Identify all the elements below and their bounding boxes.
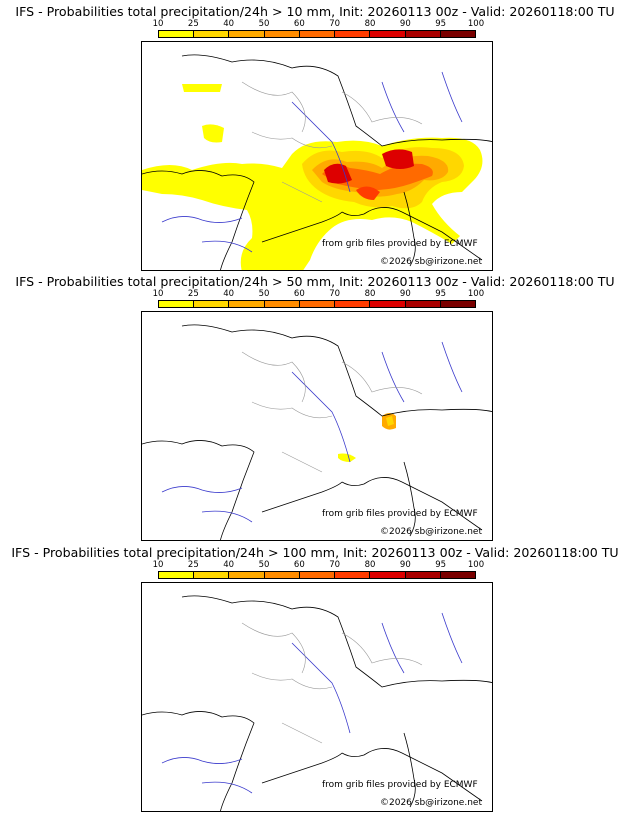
legend-tick-label: 50 [258, 289, 270, 299]
legend-color-swatch [405, 31, 441, 37]
forecast-panel-10mm: IFS - Probabilities total precipitation/… [0, 4, 630, 274]
legend-color-swatch [405, 301, 441, 307]
legend-tick-label: 100 [467, 289, 485, 299]
legend-color-swatch [194, 572, 230, 578]
legend-tick-label: 80 [364, 19, 376, 29]
legend-labels: 10 25 40 50 60 70 80 90 95 100 [153, 560, 485, 570]
legend-tick-label: 40 [223, 289, 235, 299]
legend-color-bar [158, 571, 476, 579]
legend-tick-label: 80 [364, 289, 376, 299]
copyright-notice: ©2026 sb@irizone.net [380, 257, 482, 267]
legend-color-swatch [299, 31, 336, 37]
legend-tick-label: 40 [223, 560, 235, 570]
legend-color-swatch [264, 572, 300, 578]
map-canvas [142, 54, 492, 270]
legend-tick-label: 90 [399, 289, 411, 299]
legend-tick-label: 80 [364, 560, 376, 570]
region-borders [241, 81, 423, 203]
legend-tick-label: 70 [329, 560, 341, 570]
legend-tick-label: 90 [399, 560, 411, 570]
legend-tick-label: 70 [329, 19, 341, 29]
legend-color-swatch [440, 572, 475, 578]
legend-tick-label: 95 [435, 19, 447, 29]
panel-title: IFS - Probabilities total precipitation/… [15, 4, 615, 19]
legend-tick-label: 100 [467, 560, 485, 570]
country-borders [142, 595, 492, 811]
legend-color-swatch [440, 31, 475, 37]
legend-tick-label: 90 [399, 19, 411, 29]
legend-color-swatch [194, 301, 230, 307]
probability-legend: 10 25 40 50 60 70 80 90 95 100 [153, 289, 485, 309]
legend-tick-label: 95 [435, 289, 447, 299]
legend-tick-label: 10 [152, 19, 164, 29]
legend-color-swatch [299, 572, 336, 578]
legend-color-swatch [335, 31, 371, 37]
legend-color-swatch [335, 301, 371, 307]
legend-color-swatch [264, 31, 300, 37]
legend-labels: 10 25 40 50 60 70 80 90 95 100 [153, 289, 485, 299]
probability-legend: 10 25 40 50 60 70 80 90 95 100 [153, 560, 485, 580]
legend-tick-label: 10 [152, 289, 164, 299]
legend-color-swatch [440, 301, 475, 307]
legend-color-swatch [370, 301, 406, 307]
legend-tick-label: 10 [152, 560, 164, 570]
rivers [161, 71, 463, 253]
legend-tick-label: 25 [187, 560, 199, 570]
forecast-panel-100mm: IFS - Probabilities total precipitation/… [0, 545, 630, 815]
copyright-notice: ©2026 sb@irizone.net [380, 527, 482, 537]
legend-labels: 10 25 40 50 60 70 80 90 95 100 [153, 19, 485, 29]
data-source-credit: from grib files provided by ECMWF [322, 509, 478, 519]
map-canvas [142, 324, 492, 540]
legend-tick-label: 95 [435, 560, 447, 570]
legend-color-swatch [159, 301, 195, 307]
legend-color-swatch [194, 31, 230, 37]
probability-fields [142, 84, 483, 270]
legend-color-swatch [229, 572, 265, 578]
country-borders [142, 324, 492, 540]
rivers [161, 341, 463, 523]
copyright-notice: ©2026 sb@irizone.net [380, 798, 482, 808]
legend-color-swatch [229, 301, 265, 307]
legend-tick-label: 25 [187, 19, 199, 29]
legend-tick-label: 60 [293, 560, 305, 570]
data-source-credit: from grib files provided by ECMWF [322, 239, 478, 249]
legend-color-swatch [405, 572, 441, 578]
legend-tick-label: 60 [293, 19, 305, 29]
legend-color-swatch [229, 31, 265, 37]
legend-color-swatch [370, 31, 406, 37]
legend-color-swatch [299, 301, 336, 307]
forecast-panel-50mm: IFS - Probabilities total precipitation/… [0, 274, 630, 544]
precipitation-map: from grib files provided by ECMWF ©2026 … [141, 41, 493, 271]
legend-tick-label: 50 [258, 560, 270, 570]
legend-color-swatch [264, 301, 300, 307]
panel-title: IFS - Probabilities total precipitation/… [15, 274, 615, 289]
legend-tick-label: 60 [293, 289, 305, 299]
legend-color-swatch [370, 572, 406, 578]
region-borders [241, 622, 423, 744]
legend-tick-label: 70 [329, 289, 341, 299]
country-borders [142, 54, 492, 270]
region-borders [241, 351, 423, 473]
legend-color-swatch [159, 31, 195, 37]
legend-color-swatch [335, 572, 371, 578]
probability-fields [338, 413, 396, 462]
precipitation-map: from grib files provided by ECMWF ©2026 … [141, 311, 493, 541]
panel-title: IFS - Probabilities total precipitation/… [11, 545, 619, 560]
precipitation-map: from grib files provided by ECMWF ©2026 … [141, 582, 493, 812]
legend-tick-label: 25 [187, 289, 199, 299]
legend-color-bar [158, 300, 476, 308]
legend-tick-label: 40 [223, 19, 235, 29]
data-source-credit: from grib files provided by ECMWF [322, 780, 478, 790]
rivers [161, 612, 463, 794]
probability-legend: 10 25 40 50 60 70 80 90 95 100 [153, 19, 485, 39]
legend-tick-label: 100 [467, 19, 485, 29]
map-canvas [142, 595, 492, 811]
legend-color-swatch [159, 572, 195, 578]
legend-tick-label: 50 [258, 19, 270, 29]
legend-color-bar [158, 30, 476, 38]
